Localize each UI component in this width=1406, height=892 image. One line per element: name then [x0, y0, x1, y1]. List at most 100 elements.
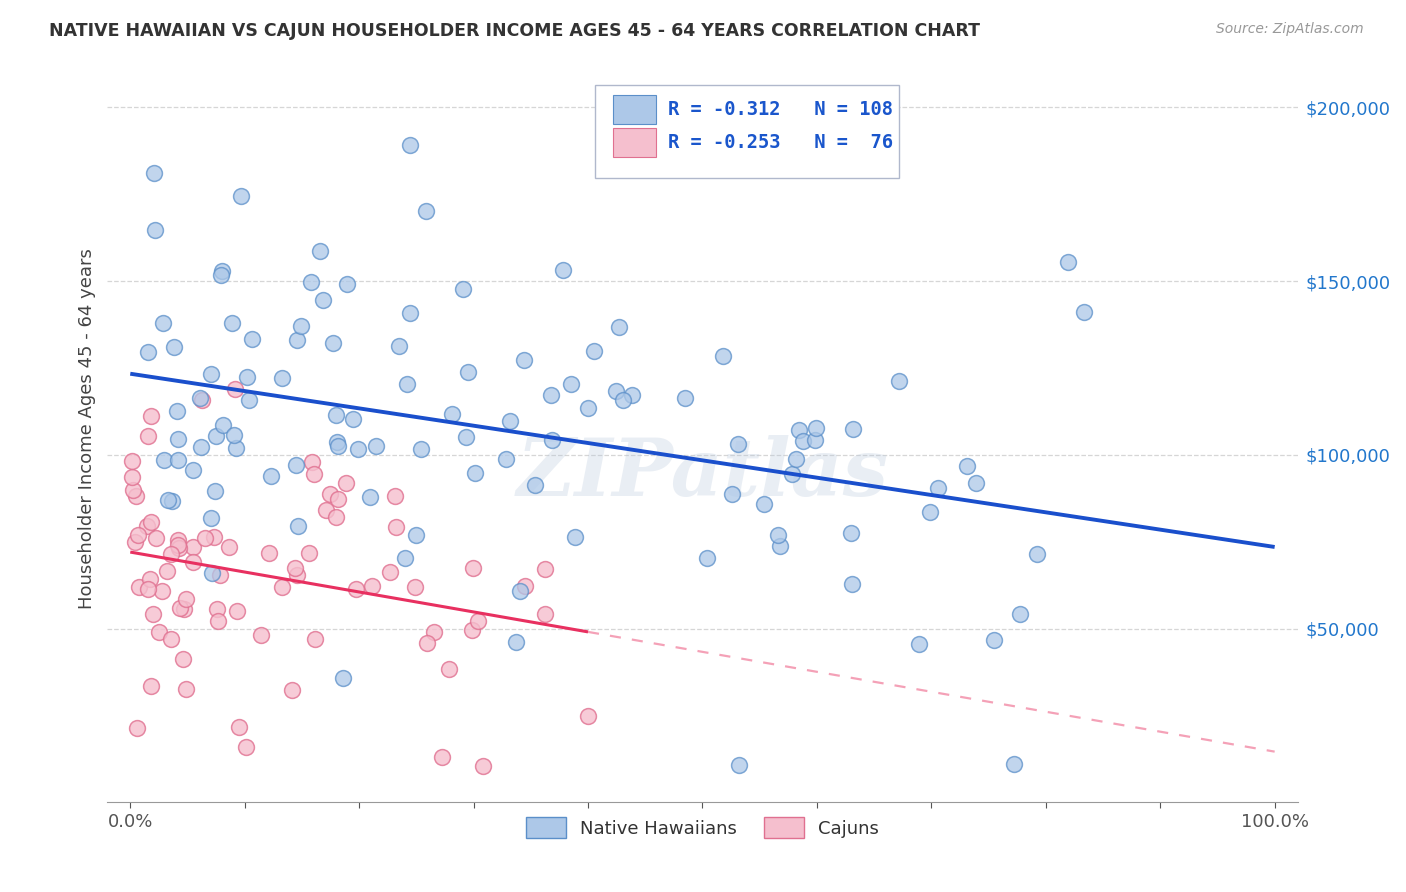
- Point: [304, 467, 326, 481]
- Point: [965, 475, 987, 490]
- Point: [259, 546, 281, 560]
- Point: [309, 244, 332, 258]
- Point: [218, 540, 240, 554]
- Point: [328, 491, 350, 506]
- Point: [319, 487, 342, 501]
- Point: [172, 652, 194, 666]
- Point: [607, 320, 630, 334]
- Point: [204, 483, 226, 498]
- Point: [720, 487, 742, 501]
- Point: [326, 439, 349, 453]
- FancyBboxPatch shape: [613, 128, 657, 157]
- Point: [152, 317, 174, 331]
- Point: [128, 580, 150, 594]
- Point: [190, 392, 212, 407]
- Point: [342, 412, 364, 426]
- Point: [139, 409, 162, 424]
- Point: [612, 392, 634, 407]
- Point: [145, 531, 167, 545]
- Point: [174, 681, 197, 696]
- Point: [399, 138, 422, 153]
- Point: [136, 429, 159, 443]
- Point: [769, 539, 792, 553]
- Point: [509, 584, 531, 599]
- Point: [1008, 607, 1031, 621]
- Point: [451, 282, 474, 296]
- Point: [380, 565, 402, 579]
- Point: [209, 268, 232, 282]
- Point: [326, 435, 349, 450]
- Point: [285, 333, 308, 347]
- Point: [222, 428, 245, 442]
- Text: R = -0.312   N = 108: R = -0.312 N = 108: [668, 100, 893, 120]
- Point: [160, 493, 183, 508]
- Point: [225, 441, 247, 455]
- Point: [174, 591, 197, 606]
- Point: [287, 519, 309, 533]
- Point: [464, 466, 486, 480]
- Point: [142, 166, 165, 180]
- Point: [711, 349, 734, 363]
- Point: [841, 577, 863, 591]
- Point: [315, 503, 337, 517]
- Text: NATIVE HAWAIIAN VS CAJUN HOUSEHOLDER INCOME AGES 45 - 64 YEARS CORRELATION CHART: NATIVE HAWAIIAN VS CAJUN HOUSEHOLDER INC…: [49, 22, 980, 40]
- Point: [207, 615, 229, 629]
- Point: [918, 505, 941, 519]
- Point: [752, 497, 775, 511]
- Point: [467, 614, 489, 628]
- Point: [576, 401, 599, 415]
- Point: [394, 551, 416, 566]
- Point: [423, 625, 446, 640]
- Point: [235, 370, 257, 384]
- Point: [299, 275, 322, 289]
- Point: [284, 561, 307, 575]
- Point: [204, 530, 226, 544]
- Point: [499, 414, 522, 428]
- Point: [125, 721, 148, 735]
- Point: [181, 463, 204, 477]
- Point: [135, 519, 157, 533]
- Point: [411, 442, 433, 457]
- Point: [290, 319, 312, 334]
- Point: [404, 580, 426, 594]
- Point: [513, 579, 536, 593]
- Point: [224, 382, 246, 396]
- Point: [121, 454, 143, 468]
- Point: [787, 423, 810, 437]
- Point: [927, 481, 949, 495]
- Point: [139, 515, 162, 529]
- Point: [231, 188, 253, 202]
- Point: [792, 434, 814, 448]
- Point: [461, 560, 484, 574]
- Point: [325, 408, 347, 422]
- Point: [139, 572, 162, 586]
- Point: [416, 636, 439, 650]
- Point: [398, 306, 420, 320]
- Point: [271, 371, 294, 385]
- Point: [260, 469, 283, 483]
- Point: [457, 365, 479, 379]
- Text: Source: ZipAtlas.com: Source: ZipAtlas.com: [1216, 22, 1364, 37]
- Point: [385, 520, 408, 534]
- Point: [336, 277, 359, 291]
- Point: [167, 538, 190, 552]
- Point: [304, 632, 326, 646]
- Point: [125, 489, 148, 503]
- Point: [301, 455, 323, 469]
- Point: [166, 533, 188, 547]
- Point: [430, 749, 453, 764]
- Point: [194, 531, 217, 545]
- Point: [534, 607, 557, 621]
- Point: [212, 417, 235, 432]
- Point: [780, 467, 803, 482]
- Point: [150, 584, 173, 599]
- Point: [298, 546, 321, 560]
- Point: [240, 332, 263, 346]
- Point: [440, 407, 463, 421]
- Point: [513, 352, 536, 367]
- Point: [148, 625, 170, 640]
- Point: [564, 530, 586, 544]
- Point: [1073, 305, 1095, 319]
- Point: [395, 376, 418, 391]
- Point: [226, 604, 249, 618]
